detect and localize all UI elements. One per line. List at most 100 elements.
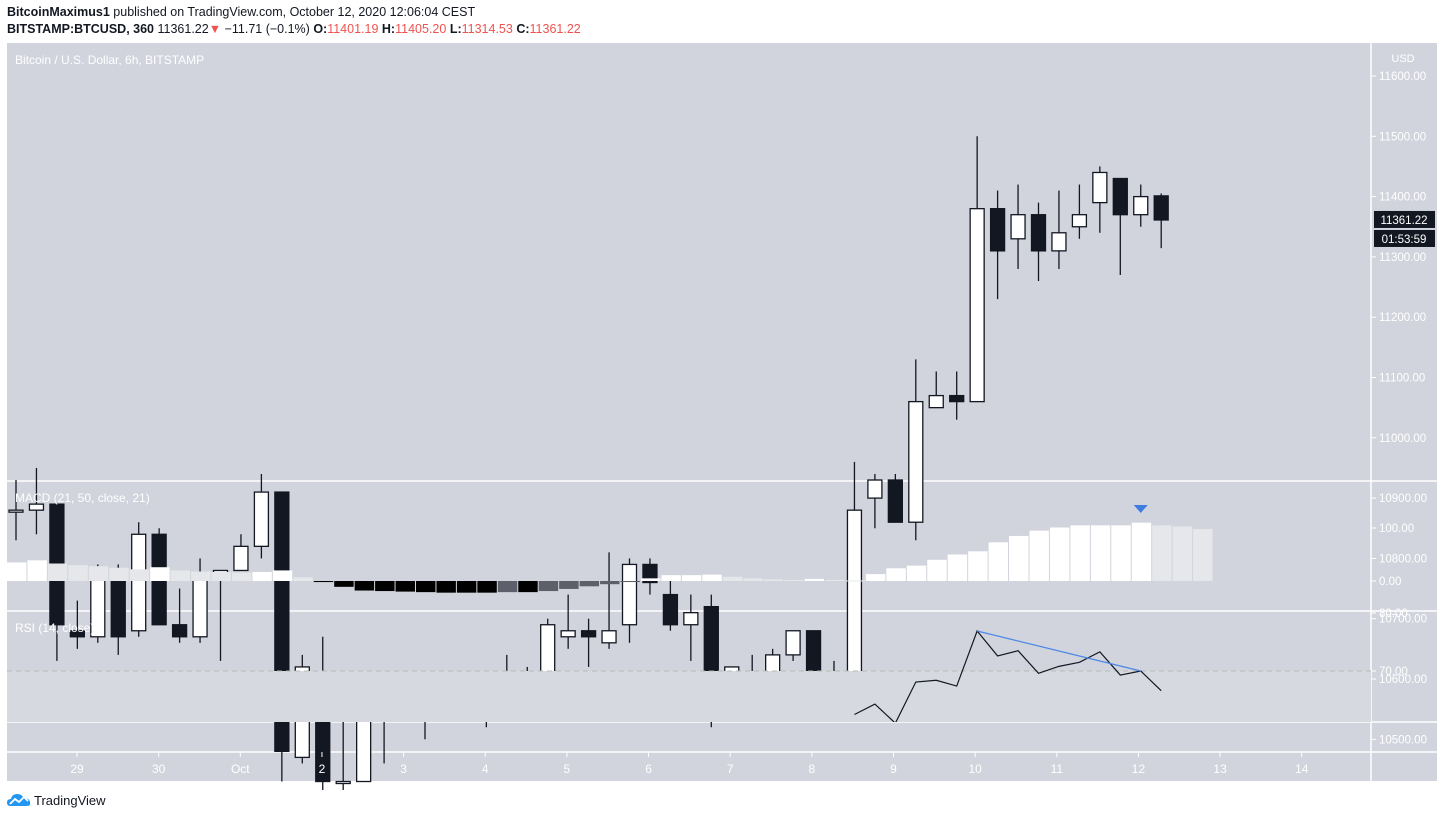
macd-histogram-bar [600, 581, 620, 585]
currency-label: USD [1391, 53, 1414, 65]
price-tick-label: 10900.00 [1379, 493, 1427, 505]
macd-histogram-bar [1029, 530, 1049, 581]
time-tick-label: 3 [400, 762, 407, 776]
bull-candle[interactable] [355, 714, 372, 783]
bull-candle[interactable] [560, 630, 576, 638]
bull-candle[interactable] [1010, 214, 1026, 240]
bear-candle[interactable] [1153, 195, 1169, 221]
bull-candle[interactable] [28, 503, 45, 511]
macd-histogram-bar [825, 579, 845, 581]
bull-candle[interactable] [601, 630, 617, 644]
macd-histogram-bar [640, 578, 661, 581]
high-label: H: [381, 22, 396, 36]
bear-candle[interactable] [703, 605, 719, 680]
bull-candle[interactable] [253, 491, 270, 547]
bear-candle[interactable] [1112, 177, 1128, 216]
close-value: 11361.22 [529, 22, 581, 36]
macd-histogram-bar [763, 579, 784, 581]
bear-candle[interactable] [580, 630, 597, 638]
current-price-text: 11361.22 [1380, 215, 1427, 227]
macd-histogram-bar [170, 570, 191, 581]
rsi-title: RSI (14, close) [15, 621, 94, 635]
time-tick-label: 30 [152, 762, 166, 776]
bull-candle[interactable] [8, 509, 24, 513]
macd-histogram-bar [27, 560, 47, 581]
brand-name: TradingView [34, 792, 106, 808]
macd-histogram-bar [906, 565, 927, 581]
bull-candle[interactable] [765, 654, 781, 674]
bear-candle[interactable] [171, 624, 188, 638]
macd-histogram-bar [272, 570, 293, 581]
bull-candle[interactable] [233, 545, 249, 572]
bull-candle[interactable] [540, 624, 556, 674]
macd-histogram-bar [47, 563, 68, 581]
last-price: 11361.22 [157, 22, 209, 36]
bull-candle[interactable] [867, 479, 883, 499]
bear-candle[interactable] [1030, 214, 1047, 252]
rsi-pane[interactable]: RSI (14, close) 80.00 70.00 [7, 608, 1408, 723]
bull-candle[interactable] [1133, 195, 1149, 216]
bull-candle[interactable] [335, 780, 351, 785]
author-name: BitcoinMaximus1 [7, 5, 110, 19]
tradingview-logo[interactable]: TradingView [7, 792, 106, 808]
chart-canvas[interactable]: Bitcoin / U.S. Dollar, 6h, BITSTAMP 11700… [0, 0, 1444, 790]
macd-histogram-bar [1131, 522, 1152, 581]
time-tick-label: 6 [645, 762, 652, 776]
open-label: O: [313, 22, 328, 36]
macd-histogram-bar [968, 551, 988, 581]
time-tick-label: 29 [70, 762, 84, 776]
macd-histogram-bar [68, 565, 88, 581]
bull-candle[interactable] [621, 563, 638, 626]
macd-histogram-bar [497, 581, 518, 593]
macd-pane[interactable]: MACD (21, 50, close, 21) 100.00 0.00 [7, 491, 1414, 593]
symbol-info: BITSTAMP:BTCUSD, 360 11361.22▼ −11.71 (−… [7, 22, 581, 36]
bull-candle[interactable] [908, 400, 924, 523]
price-tick-label: 11100.00 [1379, 373, 1425, 385]
bear-candle[interactable] [805, 630, 822, 674]
macd-histogram-bar [702, 574, 722, 581]
open-value: 11401.19 [327, 22, 379, 36]
rsi-trendline[interactable] [977, 630, 1141, 672]
bull-candle[interactable] [683, 612, 699, 626]
bull-candle[interactable] [785, 630, 801, 656]
bull-candle[interactable] [969, 208, 985, 403]
bull-candle[interactable] [192, 575, 208, 638]
macd-histogram-bar [129, 569, 150, 581]
bear-candle[interactable] [642, 563, 658, 584]
rsi-band [7, 671, 1371, 722]
bull-candle[interactable] [131, 533, 147, 632]
macd-histogram-bar [681, 575, 702, 581]
macd-histogram-bar [7, 562, 27, 581]
countdown-text: 01:53:59 [1382, 234, 1427, 246]
bear-candle[interactable] [989, 208, 1006, 252]
bear-candle[interactable] [887, 479, 903, 523]
macd-histogram-bar [1070, 525, 1090, 581]
bear-candle[interactable] [662, 593, 679, 626]
time-tick-label: 12 [1132, 762, 1146, 776]
bull-candle[interactable] [1051, 232, 1067, 252]
time-tick-label: 2 [319, 762, 326, 776]
price-tick-label: 11300.00 [1379, 252, 1426, 264]
bear-candle[interactable] [949, 394, 965, 403]
bull-candle[interactable] [1092, 171, 1108, 204]
time-tick-label: 10 [968, 762, 982, 776]
macd-histogram-bar [1193, 529, 1213, 581]
tradingview-cloud-icon [7, 794, 31, 806]
time-tick-label: 13 [1213, 762, 1227, 776]
time-tick-label: Oct [231, 762, 250, 776]
rsi-tick-label: 70.00 [1379, 666, 1408, 678]
macd-histogram-bar [252, 571, 272, 581]
bull-candle[interactable] [928, 394, 944, 409]
macd-histogram-bar [865, 574, 886, 581]
macd-histogram-bar [743, 578, 763, 581]
time-tick-label: 11 [1051, 762, 1064, 776]
macd-histogram-bar [436, 581, 456, 593]
bear-candle[interactable] [69, 630, 85, 638]
macd-histogram-bar [456, 581, 477, 593]
current-price-label [1374, 210, 1435, 228]
chart-background [7, 43, 1437, 781]
price-change: −11.71 (−0.1%) [224, 22, 310, 36]
bull-candle[interactable] [1071, 214, 1088, 228]
bull-candle[interactable] [846, 509, 863, 680]
time-axis[interactable]: 29 30 Oct 2 3 4 5 6 7 8 9 10 11 12 13 14 [70, 752, 1309, 776]
